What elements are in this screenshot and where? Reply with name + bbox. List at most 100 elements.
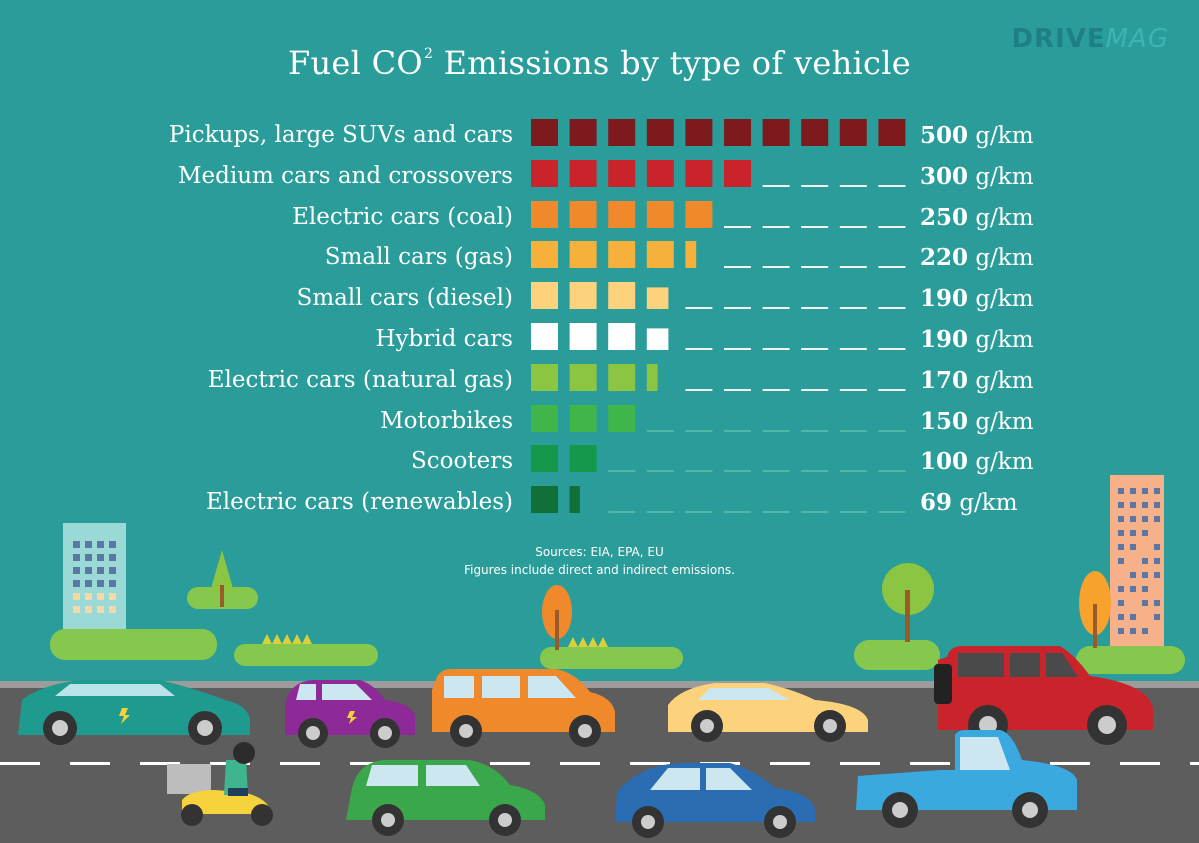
chart-row: Electric cars (coal) 250 g/km bbox=[0, 200, 1199, 240]
emission-value-number: 69 bbox=[920, 489, 953, 517]
category-label: Medium cars and crossovers bbox=[177, 162, 513, 189]
empty-slot-dash bbox=[724, 307, 751, 310]
emission-square bbox=[531, 404, 558, 432]
emission-square bbox=[878, 119, 906, 146]
emission-value: 100 g/km bbox=[920, 448, 1034, 475]
emission-squares bbox=[531, 200, 906, 228]
blue-pickup-truck bbox=[856, 730, 1077, 828]
empty-slot-dash bbox=[878, 388, 906, 391]
empty-slot-dash bbox=[839, 225, 867, 228]
empty-slot-dash bbox=[801, 184, 829, 187]
emission-square bbox=[685, 119, 713, 146]
empty-slot-dash bbox=[839, 266, 867, 269]
emission-unit: g/km bbox=[975, 449, 1034, 476]
empty-slot-dash bbox=[801, 307, 829, 310]
chart-row: Pickups, large SUVs and cars 500 g/km bbox=[0, 118, 1199, 158]
orange-van bbox=[432, 669, 615, 747]
emission-square bbox=[608, 119, 636, 146]
emission-square bbox=[608, 363, 636, 391]
empty-slot-dash bbox=[878, 184, 906, 187]
emission-squares bbox=[531, 445, 906, 473]
sources-line: Sources: EIA, EPA, EU bbox=[535, 545, 664, 559]
emission-square bbox=[608, 200, 636, 228]
empty-slot-dash bbox=[685, 511, 713, 514]
emission-value: 500 g/km bbox=[920, 122, 1034, 149]
teal-electric-car bbox=[18, 680, 250, 745]
building-left bbox=[63, 523, 126, 633]
emission-value-number: 150 bbox=[920, 407, 969, 435]
category-label: Electric cars (renewables) bbox=[206, 489, 513, 516]
empty-slot-dash bbox=[839, 470, 867, 473]
partial-emission-square bbox=[646, 363, 658, 391]
red-suv bbox=[934, 646, 1153, 745]
emission-square bbox=[646, 200, 674, 228]
empty-slot-dash bbox=[608, 470, 636, 473]
emission-square bbox=[801, 119, 829, 146]
emission-value: 150 g/km bbox=[920, 408, 1034, 435]
chart-row: Electric cars (renewables) 69 g/km bbox=[0, 485, 1199, 525]
emission-square bbox=[569, 404, 597, 432]
empty-slot-dash bbox=[724, 511, 751, 514]
empty-slot-dash bbox=[685, 307, 713, 310]
chart-row: Motorbikes 150 g/km bbox=[0, 404, 1199, 444]
empty-slot-dash bbox=[685, 470, 713, 473]
emission-squares bbox=[531, 486, 906, 514]
emission-square bbox=[685, 200, 713, 228]
chart-row: Medium cars and crossovers 300 g/km bbox=[0, 159, 1199, 199]
emission-value: 190 g/km bbox=[920, 326, 1034, 353]
empty-slot-dash bbox=[878, 348, 906, 350]
emission-square bbox=[531, 445, 558, 473]
empty-slot-dash bbox=[685, 388, 713, 391]
emission-square bbox=[608, 159, 636, 187]
emission-unit: g/km bbox=[975, 408, 1034, 435]
emission-value: 190 g/km bbox=[920, 285, 1034, 312]
empty-slot-dash bbox=[762, 225, 790, 228]
emission-square bbox=[569, 363, 597, 391]
emission-square bbox=[608, 323, 636, 350]
empty-slot-dash bbox=[724, 388, 751, 391]
emission-square bbox=[569, 323, 597, 350]
building-right bbox=[1110, 475, 1164, 647]
emission-unit: g/km bbox=[975, 327, 1034, 353]
sources-disclaimer: Figures include direct and indirect emis… bbox=[464, 563, 735, 577]
emission-square bbox=[646, 119, 674, 146]
emission-square bbox=[685, 159, 713, 187]
empty-slot-dash bbox=[724, 266, 751, 269]
empty-slot-dash bbox=[762, 429, 790, 432]
emission-square bbox=[569, 241, 597, 269]
empty-slot-dash bbox=[878, 470, 906, 473]
chart-row: Small cars (diesel) 190 g/km bbox=[0, 281, 1199, 321]
emission-squares bbox=[531, 404, 906, 432]
empty-slot-dash bbox=[762, 307, 790, 310]
drivemag-logo: DRIVEMAG bbox=[1011, 24, 1169, 54]
emission-square bbox=[762, 119, 790, 146]
emission-unit: g/km bbox=[975, 286, 1034, 313]
emission-square bbox=[531, 200, 558, 228]
empty-slot-dash bbox=[724, 470, 751, 473]
empty-slot-dash bbox=[839, 511, 867, 514]
emission-unit: g/km bbox=[975, 163, 1034, 190]
emission-square bbox=[646, 241, 674, 269]
empty-slot-dash bbox=[801, 225, 829, 228]
emission-squares bbox=[531, 241, 906, 269]
empty-slot-dash bbox=[801, 511, 829, 514]
emission-unit: g/km bbox=[975, 123, 1034, 149]
emission-square bbox=[531, 323, 558, 350]
scooter-rider bbox=[167, 742, 273, 826]
category-label: Pickups, large SUVs and cars bbox=[168, 122, 513, 148]
emission-square bbox=[569, 445, 597, 473]
emission-squares bbox=[531, 323, 906, 350]
emission-square bbox=[569, 159, 597, 187]
emission-square bbox=[569, 119, 597, 146]
partial-emission-square bbox=[646, 328, 669, 350]
empty-slot-dash bbox=[801, 470, 829, 473]
empty-slot-dash bbox=[839, 184, 867, 187]
purple-electric-car bbox=[285, 680, 415, 748]
empty-slot-dash bbox=[878, 429, 906, 432]
emission-value-number: 250 bbox=[920, 203, 969, 231]
empty-slot-dash bbox=[724, 225, 751, 228]
chart-row: Electric cars (natural gas) 170 g/km bbox=[0, 363, 1199, 403]
empty-slot-dash bbox=[724, 348, 751, 350]
emission-square bbox=[724, 119, 751, 146]
empty-slot-dash bbox=[801, 388, 829, 391]
